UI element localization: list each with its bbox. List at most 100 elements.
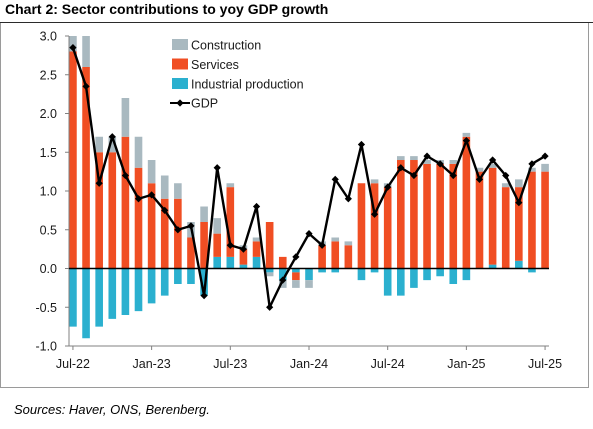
point-gdp-apr-25 [502, 171, 510, 180]
bar-construction-aug-22 [82, 36, 90, 67]
legend: Construction Services Industrial product… [170, 39, 304, 111]
legend-swatch-gdp-marker [176, 99, 184, 107]
bar-industrial-production-nov-22 [121, 268, 130, 315]
legend-label-gdp: GDP [191, 97, 218, 111]
bar-construction-jan-24 [305, 280, 313, 288]
legend-swatch-services [172, 58, 188, 70]
bar-services-jul-22 [69, 51, 77, 269]
bar-services-jul-23 [226, 187, 235, 257]
bar-construction-sep-22 [95, 136, 103, 153]
bar-industrial-production-dec-23 [292, 268, 300, 273]
x-tick-label: Jul-22 [56, 357, 90, 371]
point-gdp-aug-24 [397, 164, 405, 172]
bar-services-feb-23 [160, 198, 169, 269]
bar-construction-aug-24 [397, 156, 405, 161]
bar-industrial-production-jun-24 [370, 268, 379, 273]
bar-services-sep-24 [410, 160, 418, 269]
legend-label-services: Services [191, 58, 239, 72]
bar-construction-oct-22 [108, 136, 117, 153]
bar-industrial-production-feb-23 [160, 268, 169, 296]
bar-industrial-production-feb-24 [318, 268, 326, 273]
bar-construction-may-25 [515, 179, 523, 188]
bar-services-feb-25 [475, 171, 484, 269]
bar-industrial-production-dec-22 [134, 268, 143, 312]
point-gdp-feb-25 [475, 175, 484, 183]
point-gdp-aug-22 [82, 82, 90, 90]
bar-services-mar-24 [331, 241, 340, 269]
bar-industrial-production-oct-23 [265, 268, 274, 273]
x-tick-label: Jan-23 [133, 357, 171, 371]
bar-services-nov-22 [121, 136, 130, 269]
point-gdp-nov-23 [279, 276, 287, 284]
point-gdp-jul-24 [384, 183, 392, 191]
bar-services-jan-23 [147, 183, 156, 269]
point-gdp-apr-23 [187, 222, 195, 230]
bar-services-nov-24 [436, 163, 444, 269]
bar-construction-sep-24 [410, 156, 418, 161]
bar-services-sep-22 [95, 152, 103, 269]
bar-services-dec-24 [449, 163, 458, 269]
x-tick-label: Jan-24 [290, 357, 328, 371]
bar-industrial-production-may-23 [200, 268, 208, 296]
chart-title: Chart 2: Sector contributions to yoy GDP… [5, 1, 329, 17]
bar-industrial-production-sep-24 [410, 268, 418, 288]
point-gdp-jan-25 [462, 137, 470, 145]
y-tick-label: -0.5 [35, 301, 57, 315]
bar-industrial-production-nov-23 [278, 268, 287, 281]
bar-industrial-production-mar-25 [488, 264, 497, 269]
point-gdp-may-23 [200, 292, 208, 300]
point-gdp-dec-24 [449, 171, 457, 180]
bar-services-jun-24 [370, 183, 379, 269]
point-gdp-sep-22 [95, 179, 103, 187]
bar-construction-nov-23 [278, 280, 287, 288]
bar-services-aug-24 [397, 160, 405, 269]
point-gdp-jun-23 [213, 164, 221, 172]
bars-layer [69, 36, 549, 339]
bar-industrial-production-nov-24 [436, 268, 444, 277]
bar-industrial-production-jun-23 [213, 256, 221, 269]
point-gdp-may-24 [357, 140, 366, 149]
bar-construction-sep-23 [252, 237, 261, 242]
bar-industrial-production-jan-25 [462, 268, 471, 281]
point-gdp-jan-23 [148, 191, 156, 199]
bar-industrial-production-jul-23 [226, 256, 235, 269]
bar-construction-feb-25 [475, 167, 484, 172]
point-gdp-oct-24 [423, 152, 431, 160]
bar-construction-jun-24 [370, 179, 379, 184]
bar-industrial-production-jan-24 [305, 268, 313, 281]
bar-industrial-production-aug-22 [82, 268, 90, 339]
point-gdp-mar-24 [331, 175, 339, 183]
bar-construction-jun-25 [528, 167, 536, 172]
bar-industrial-production-dec-24 [449, 268, 458, 284]
point-gdp-jul-25 [541, 152, 549, 160]
point-gdp-dec-23 [292, 253, 300, 261]
bar-industrial-production-mar-24 [331, 268, 340, 273]
source-note: Sources: Haver, ONS, Berenberg. [14, 402, 210, 417]
point-gdp-nov-22 [121, 171, 129, 180]
x-tick-label: Jul-25 [528, 357, 562, 371]
title-divider [0, 22, 593, 23]
bar-services-may-23 [200, 222, 208, 269]
bar-industrial-production-jul-22 [69, 268, 77, 327]
legend-label-construction: Construction [191, 39, 261, 53]
bar-services-jul-25 [541, 171, 549, 269]
bar-industrial-production-oct-24 [423, 268, 431, 281]
bar-industrial-production-may-25 [515, 260, 523, 269]
bar-services-mar-25 [488, 167, 497, 265]
legend-swatch-industrial-production [172, 78, 188, 89]
bar-services-oct-24 [423, 163, 431, 269]
bar-services-oct-22 [108, 152, 117, 269]
bar-industrial-production-sep-22 [95, 268, 103, 327]
bar-construction-may-23 [200, 206, 208, 222]
bar-services-sep-23 [252, 241, 261, 257]
bar-services-nov-23 [278, 256, 287, 269]
bar-construction-dec-24 [449, 160, 458, 164]
y-tick-label: 1.0 [40, 185, 57, 199]
x-tick-label: Jan-25 [447, 357, 485, 371]
point-gdp-oct-22 [108, 133, 116, 141]
bar-construction-apr-24 [344, 241, 353, 246]
bar-construction-oct-23 [265, 272, 274, 277]
bar-services-may-25 [515, 187, 523, 261]
bar-construction-jan-23 [147, 160, 156, 184]
y-tick-label: 0.0 [40, 262, 57, 276]
